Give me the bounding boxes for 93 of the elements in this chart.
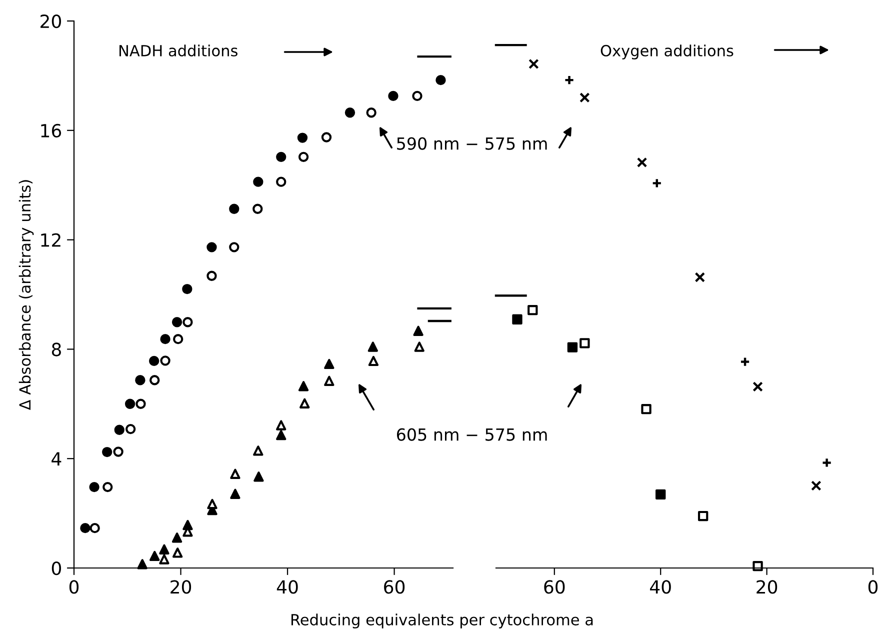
point (580, 92, 590, 103)
annotation: NADH additions (120, 44, 238, 56)
annotation: 605 nm − 575 nm (396, 428, 547, 441)
y-tick-label: 4 (52, 452, 62, 466)
y-tick-label: 12 (41, 233, 60, 247)
point (230, 488, 240, 499)
point (276, 420, 286, 430)
y-axis-title: Δ Absorbance (arbitrary units) (18, 180, 34, 410)
point (276, 152, 286, 162)
point (652, 178, 662, 188)
point (368, 342, 378, 352)
point (321, 132, 332, 142)
point (148, 356, 160, 366)
point (150, 375, 160, 386)
point (160, 334, 170, 344)
point (182, 317, 193, 328)
point (159, 554, 170, 564)
point (636, 157, 648, 168)
point (135, 375, 146, 386)
point (656, 489, 666, 500)
point (229, 204, 240, 214)
point (528, 58, 539, 70)
x-tick-label: 20 (756, 580, 778, 594)
point (90, 522, 100, 534)
point (564, 74, 574, 86)
point (298, 381, 309, 392)
point (512, 314, 522, 324)
point (254, 472, 264, 482)
point (182, 284, 192, 294)
point (114, 424, 124, 435)
point (300, 398, 310, 408)
point (206, 242, 217, 252)
y-tick-label: 8 (52, 342, 61, 356)
point (80, 522, 90, 534)
point (698, 510, 708, 522)
point (811, 480, 822, 491)
x-tick-label: 40 (276, 580, 298, 594)
y-tick-label: 0 (52, 561, 61, 576)
point (297, 132, 308, 143)
x-tick-label: 60 (544, 580, 565, 594)
point (436, 74, 446, 86)
point (252, 204, 263, 214)
point (172, 548, 183, 558)
point (740, 356, 750, 367)
x-tick-label: 0 (868, 580, 878, 594)
point (172, 532, 182, 543)
point (150, 550, 160, 562)
x-axis-title: Reducing equivalents per cytochrome a (291, 614, 593, 628)
point (413, 326, 424, 336)
y-tick-label: 16 (41, 124, 62, 138)
point (694, 272, 706, 282)
x-tick-label: 60 (384, 580, 405, 594)
point (136, 398, 146, 409)
point (366, 108, 376, 118)
point (752, 382, 763, 392)
point (414, 342, 424, 352)
y-tick-label: 20 (40, 14, 61, 28)
point (324, 376, 334, 386)
point (159, 544, 170, 554)
x-tick-label: 20 (170, 580, 192, 594)
point (528, 304, 538, 316)
point (580, 338, 590, 348)
point (230, 468, 240, 480)
point (253, 176, 264, 187)
point (102, 482, 113, 492)
point (172, 334, 184, 344)
x-tick-label: 40 (650, 580, 671, 594)
point (160, 356, 170, 366)
point (344, 108, 356, 118)
point (124, 398, 136, 409)
point (229, 242, 240, 252)
point (388, 90, 398, 102)
point (368, 356, 379, 366)
point (276, 176, 286, 187)
annotation: Oxygen additions (600, 44, 734, 60)
point (298, 152, 309, 162)
x-tick-label: 0 (69, 580, 79, 594)
point (253, 446, 264, 456)
point (324, 358, 334, 370)
point (137, 559, 148, 570)
point (641, 404, 652, 414)
point (412, 90, 422, 102)
point (89, 482, 100, 492)
point (113, 446, 124, 457)
point (206, 270, 217, 281)
annotation: 590 nm − 575 nm (397, 137, 547, 150)
point (172, 317, 182, 328)
point (276, 430, 286, 440)
point (102, 446, 112, 458)
point (567, 342, 578, 352)
point (207, 498, 218, 510)
point (822, 458, 832, 468)
point (125, 424, 136, 434)
